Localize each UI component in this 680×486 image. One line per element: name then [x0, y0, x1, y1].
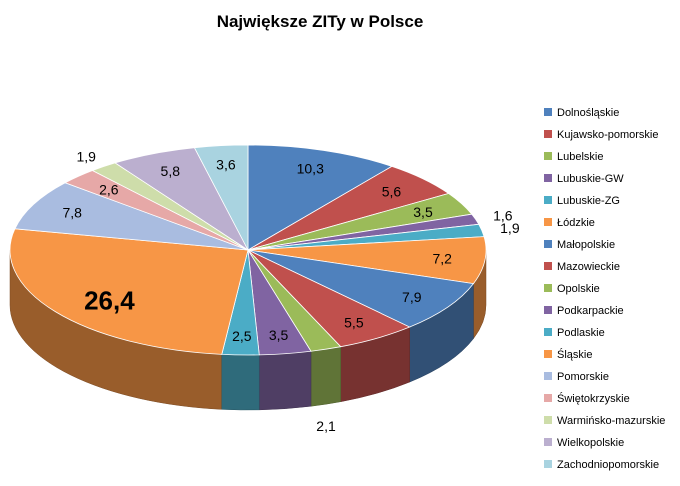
legend-label: Lubuskie-GW	[557, 173, 624, 186]
legend-swatch	[544, 262, 552, 271]
data-label-malopolskie: 7,9	[402, 289, 422, 305]
legend-label: Pomorskie	[557, 371, 609, 384]
data-label-podlaskie: 2,5	[232, 328, 252, 344]
data-label-lubelskie: 3,5	[413, 204, 433, 220]
legend-item-wielkopolskie: Wielkopolskie	[544, 436, 678, 458]
legend-label: Lubuskie-ZG	[557, 195, 620, 208]
legend-item-opolskie: Opolskie	[544, 282, 678, 304]
legend-item-lubuskie-gw: Lubuskie-GW	[544, 172, 678, 194]
legend-item-kujawsko-pomorskie: Kujawsko-pomorskie	[544, 128, 678, 150]
legend-swatch	[544, 372, 552, 381]
legend-swatch	[544, 328, 552, 337]
pie-side-walls	[9, 249, 487, 411]
legend-item-swietokrzyskie: Świętokrzyskie	[544, 392, 678, 414]
legend-item-lubuskie-zg: Lubuskie-ZG	[544, 194, 678, 216]
pie-top	[9, 144, 487, 356]
pie-slice-dolnoslaskie	[247, 144, 393, 251]
pie-slice-pomorskie	[14, 182, 249, 251]
legend-swatch	[544, 240, 552, 249]
legend-label: Małopolskie	[557, 239, 616, 252]
legend-swatch	[544, 196, 552, 205]
data-label-warminsko-mazurskie: 1,9	[76, 149, 96, 165]
data-label-wielkopolskie: 5,8	[161, 163, 181, 179]
legend-label: Śląskie	[557, 349, 593, 362]
pie-slice-zachodniopomorskie	[193, 144, 249, 251]
legend-item-lodzkie: Łódzkie	[544, 216, 678, 238]
legend-swatch	[544, 130, 552, 139]
legend-item-dolnoslaskie: Dolnośląskie	[544, 106, 678, 128]
legend-swatch	[544, 350, 552, 359]
legend-label: Świętokrzyskie	[557, 393, 630, 406]
legend-swatch	[544, 174, 552, 183]
legend-label: Opolskie	[557, 283, 600, 296]
data-label-slaskie: 26,4	[84, 285, 135, 315]
pie-slice-slaskie	[9, 228, 249, 355]
data-label-lubuskie-zg: 1,9	[500, 220, 520, 236]
legend-label: Kujawsko-pomorskie	[557, 129, 659, 142]
legend-item-podlaskie: Podlaskie	[544, 326, 678, 348]
legend-label: Podkarpackie	[557, 305, 624, 318]
legend-item-lubelskie: Lubelskie	[544, 150, 678, 172]
legend-label: Wielkopolskie	[557, 437, 625, 450]
legend-label: Lubelskie	[557, 151, 604, 164]
data-label-podkarpackie: 3,5	[269, 327, 289, 343]
legend-swatch	[544, 460, 552, 469]
legend-swatch	[544, 394, 552, 403]
pie-slice-malopolskie	[247, 249, 475, 328]
legend-swatch	[544, 152, 552, 161]
legend-item-slaskie: Śląskie	[544, 348, 678, 370]
legend-label: Warmińsko-mazurskie	[557, 415, 666, 428]
data-label-kujawsko-pomorskie: 5,6	[382, 184, 402, 200]
legend-swatch	[544, 284, 552, 293]
data-labels: 10,35,63,5 1,61,97,27,95,52,13,52,526,47,…	[62, 149, 519, 435]
legend: Dolnośląskie Kujawsko-pomorskie Lubelskie L…	[544, 106, 678, 480]
legend-item-mazowieckie: Mazowieckie	[544, 260, 678, 282]
legend-item-pomorskie: Pomorskie	[544, 370, 678, 392]
pie-side-podlaskie	[221, 354, 260, 411]
data-label-zachodniopomorskie: 3,6	[216, 156, 236, 172]
data-label-dolnoslaskie: 10,3	[297, 160, 324, 176]
chart-title: Największe ZITy w Polsce	[216, 12, 424, 31]
legend-label: Dolnośląskie	[557, 107, 620, 120]
legend-label: Mazowieckie	[557, 261, 620, 274]
legend-label: Zachodniopomorskie	[557, 459, 660, 472]
data-label-pomorskie: 7,8	[62, 205, 82, 221]
data-label-lubuskie-gw: 1,6	[493, 207, 513, 223]
pie-side-podkarpackie	[258, 350, 312, 411]
legend-swatch	[544, 306, 552, 315]
legend-item-zachodniopomorskie: Zachodniopomorskie	[544, 458, 678, 480]
legend-item-malopolskie: Małopolskie	[544, 238, 678, 260]
pie-slice-lodzkie	[247, 236, 487, 285]
legend-item-podkarpackie: Podkarpackie	[544, 304, 678, 326]
legend-swatch	[544, 438, 552, 447]
legend-label: Podlaskie	[557, 327, 605, 340]
data-label-opolskie: 2,1	[316, 418, 336, 434]
legend-item-warminsko-mazurskie: Warmińsko-mazurskie	[544, 414, 678, 436]
data-label-mazowieckie: 5,5	[344, 314, 364, 330]
data-label-lodzkie: 7,2	[432, 251, 452, 267]
data-label-swietokrzyskie: 2,6	[99, 182, 119, 198]
legend-swatch	[544, 218, 552, 227]
legend-swatch	[544, 416, 552, 425]
legend-label: Łódzkie	[557, 217, 595, 230]
pie-side-opolskie	[310, 346, 341, 407]
legend-swatch	[544, 108, 552, 117]
